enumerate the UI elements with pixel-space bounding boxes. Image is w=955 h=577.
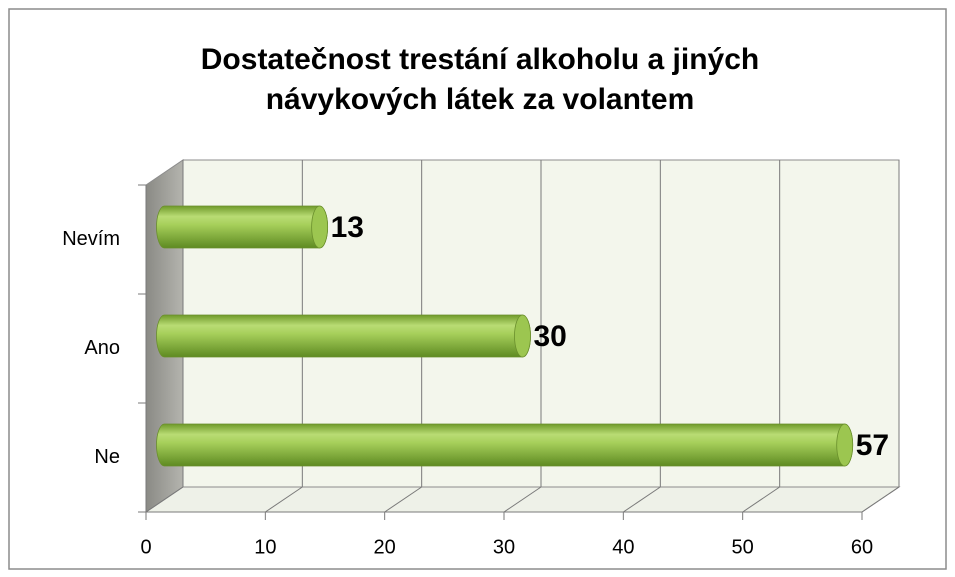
x-tick-label: 0 [140,536,151,558]
y-tick-label: Nevím [62,228,120,250]
x-tick-label: 40 [612,536,634,558]
value-label: 13 [331,211,364,244]
x-tick-label: 50 [732,536,754,558]
x-tick-label: 60 [851,536,873,558]
x-tick-label: 20 [374,536,396,558]
bar [156,205,329,249]
floor-grid-line [742,486,780,513]
value-label: 57 [856,429,889,462]
y-tick-label: Ano [84,337,120,359]
floor-grid-line [145,486,184,513]
chart-title: Dostatečnost trestání alkoholu a jiných … [200,43,760,116]
bar-end [514,314,531,358]
value-label: 30 [534,320,567,353]
bar [156,314,531,358]
bar-end [311,205,329,249]
x-tick-label: 10 [254,536,276,558]
floor-grid-line [861,486,900,513]
floor-grid-line [384,486,422,513]
floor-grid-line [503,486,542,513]
bar [156,423,854,467]
floor-grid-line [265,486,303,513]
plot-area: 0 10 20 30 40 50 60 Ne 57 Ano 30 Nevím 13 [62,159,901,558]
bar-end [836,423,854,467]
x-tick-label: 30 [493,536,515,558]
y-tick-label: Ne [94,446,120,468]
floor-grid-line [623,486,661,513]
